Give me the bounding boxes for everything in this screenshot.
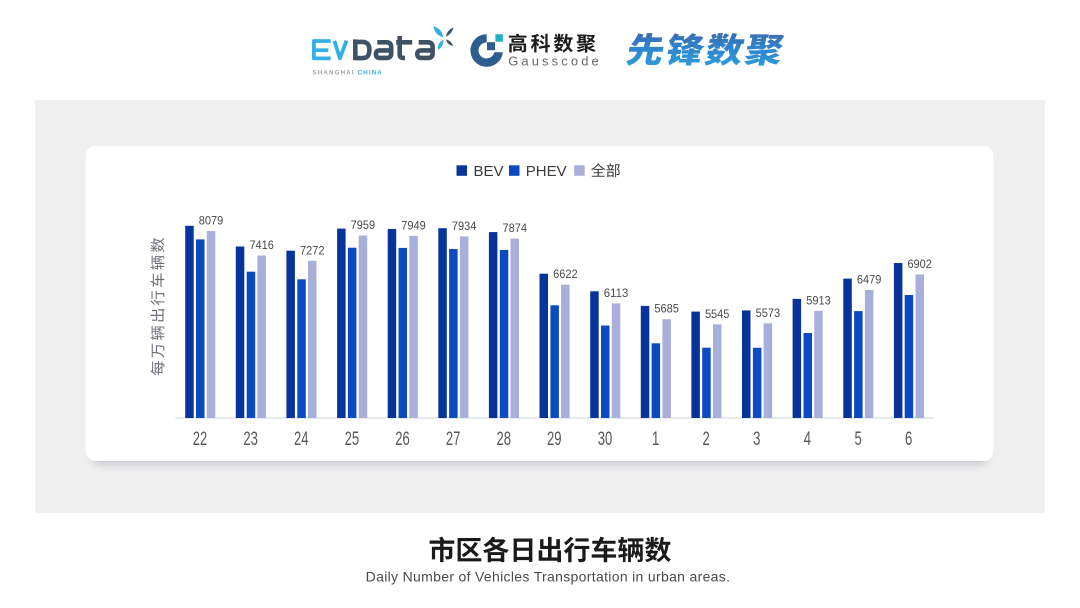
- svg-text:7416: 7416: [249, 238, 274, 252]
- svg-text:22: 22: [193, 429, 208, 450]
- svg-text:24: 24: [294, 429, 309, 450]
- svg-text:23: 23: [243, 429, 258, 450]
- svg-text:SHANGHAI CHINA: SHANGHAI CHINA: [313, 70, 383, 77]
- svg-text:7874: 7874: [503, 221, 528, 235]
- svg-text:2: 2: [703, 429, 710, 450]
- svg-text:7272: 7272: [300, 243, 325, 257]
- svg-text:BEV: BEV: [474, 163, 504, 180]
- svg-text:5685: 5685: [654, 302, 679, 316]
- svg-text:6113: 6113: [604, 286, 629, 300]
- svg-text:6: 6: [905, 429, 912, 450]
- svg-text:7949: 7949: [401, 218, 426, 232]
- svg-text:6622: 6622: [553, 267, 578, 281]
- svg-text:3: 3: [753, 429, 760, 450]
- svg-text:Daily Number of Vehicles Trans: Daily Number of Vehicles Transportation …: [366, 568, 731, 584]
- svg-text:8079: 8079: [199, 214, 224, 228]
- svg-text:5: 5: [854, 429, 861, 450]
- svg-text:1: 1: [652, 429, 659, 450]
- svg-text:26: 26: [395, 429, 410, 450]
- svg-text:PHEV: PHEV: [526, 163, 567, 180]
- svg-text:6902: 6902: [907, 257, 932, 271]
- svg-text:5573: 5573: [756, 306, 781, 320]
- svg-text:7934: 7934: [452, 219, 477, 233]
- svg-text:28: 28: [496, 429, 511, 450]
- svg-text:25: 25: [345, 429, 360, 450]
- svg-text:6479: 6479: [857, 273, 882, 287]
- svg-text:Gausscode: Gausscode: [508, 53, 602, 68]
- svg-text:7959: 7959: [351, 218, 376, 232]
- svg-text:30: 30: [598, 429, 613, 450]
- svg-text:5913: 5913: [806, 293, 831, 307]
- svg-text:27: 27: [446, 429, 461, 450]
- svg-text:29: 29: [547, 429, 562, 450]
- svg-text:5545: 5545: [705, 307, 730, 321]
- svg-text:4: 4: [804, 429, 812, 450]
